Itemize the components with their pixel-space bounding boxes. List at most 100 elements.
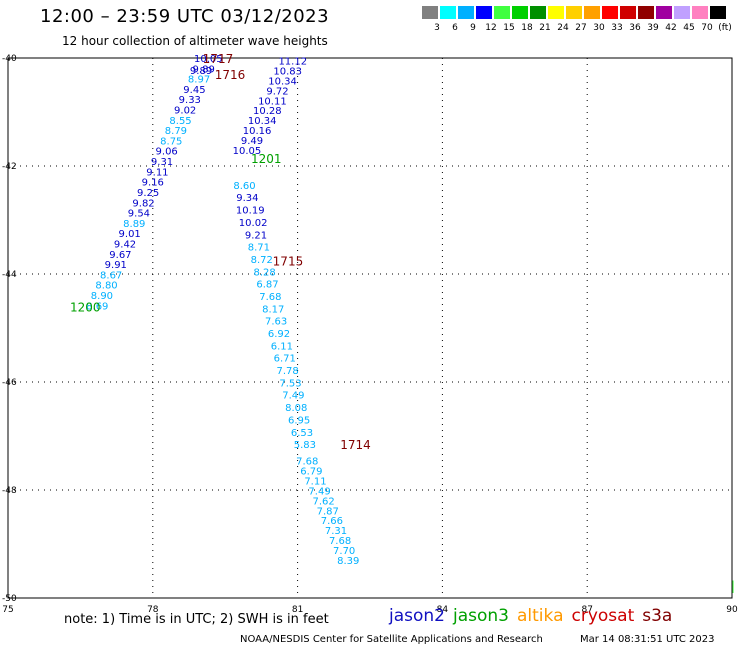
color-swatch <box>458 6 474 19</box>
wave-height-label: 7.87 <box>317 506 339 517</box>
footnote: note: 1) Time is in UTC; 2) SWH is in fe… <box>64 612 329 627</box>
wave-height-label: 10.19 <box>236 206 265 217</box>
x-tick-label: 84 <box>437 605 449 615</box>
color-swatch <box>674 6 690 19</box>
color-scale-label: 45 <box>683 23 695 33</box>
wave-height-label: 9.06 <box>156 147 178 158</box>
wave-height-label: 9.42 <box>114 239 136 250</box>
color-swatch <box>710 6 726 19</box>
x-tick-label: 75 <box>2 605 13 615</box>
color-swatch <box>530 6 546 19</box>
color-scale-label: 12 <box>485 23 497 33</box>
credit-line: NOAA/NESDIS Center for Satellite Applica… <box>240 634 543 645</box>
wave-height-label: 9.34 <box>236 193 258 204</box>
wave-height-label: 7.70 <box>333 546 355 557</box>
wave-height-label: 10.34 <box>268 77 297 88</box>
x-tick-label: 87 <box>581 605 592 615</box>
y-tick-label: -44 <box>2 270 17 280</box>
wave-height-label: 9.31 <box>151 157 173 168</box>
color-scale-label: 33 <box>611 23 623 33</box>
wave-height-label: 9.91 <box>105 260 127 271</box>
color-scale-label: 15 <box>503 23 515 33</box>
wave-height-label: 7.49 <box>308 486 330 497</box>
x-tick-label: 90 <box>726 605 738 615</box>
wave-height-label: 8.08 <box>285 403 307 414</box>
plot-frame <box>7 57 733 599</box>
color-scale-label: 30 <box>593 23 605 33</box>
track-time-label: 1200 <box>70 300 101 314</box>
wave-height-label: 7.68 <box>296 456 318 467</box>
wave-height-label: 7.11 <box>304 476 326 487</box>
chart-title: 12:00 – 23:59 UTC 03/12/2023 <box>40 6 330 27</box>
wave-height-label: 8.79 <box>165 126 187 137</box>
wave-height-label: 10.83 <box>273 67 302 78</box>
track-time-label: 1715 <box>273 255 304 269</box>
track-time-label: 1714 <box>340 438 371 452</box>
wave-height-label: 9.16 <box>142 178 164 189</box>
generated-timestamp: Mar 14 08:31:51 UTC 2023 <box>580 634 715 645</box>
y-tick-label: -42 <box>2 162 17 172</box>
wave-height-label: 6.79 <box>300 466 322 477</box>
wave-height-label: 10.02 <box>239 218 268 229</box>
wave-height-label: 9.54 <box>128 209 150 220</box>
wave-height-label: 7.31 <box>325 526 347 537</box>
color-scale-label: (ft) <box>718 23 732 33</box>
color-swatch <box>692 6 708 19</box>
wave-height-label: 8.67 <box>100 270 122 281</box>
wave-height-label: 8.28 <box>253 267 275 278</box>
track-time-label: 1201 <box>251 152 282 166</box>
wave-height-label: 8.80 <box>95 281 117 292</box>
wave-height-label: 7.66 <box>321 516 343 527</box>
wave-height-label: 8.72 <box>251 255 273 266</box>
wave-height-label: 9.01 <box>119 229 141 240</box>
wave-height-label: 9.89 <box>190 66 212 77</box>
color-swatch <box>584 6 600 19</box>
wave-height-label: 9.49 <box>241 136 263 147</box>
wave-height-label: 8.60 <box>233 181 255 192</box>
wave-height-label: 8.69 <box>86 301 108 312</box>
wave-height-label: 8.71 <box>248 243 270 254</box>
x-tick-label: 78 <box>147 605 159 615</box>
satellite-legend: jason2 jason3 altika cryosat s3a <box>389 606 680 626</box>
color-scale-label: 18 <box>521 23 533 33</box>
color-swatch <box>494 6 510 19</box>
legend-entry-cryosat: cryosat <box>571 606 635 626</box>
legend-entry-jason2: jason2 <box>389 606 445 626</box>
wave-height-label: 8.17 <box>262 304 284 315</box>
track-time-label: 1717 <box>203 52 234 66</box>
legend-entry-altika: altika <box>517 606 564 626</box>
track-time-label: 1716 <box>215 68 246 82</box>
wave-height-label: 8.55 <box>169 116 191 127</box>
y-tick-label: -50 <box>2 594 17 604</box>
wave-height-label: 8.97 <box>188 75 210 86</box>
wave-height-label: 6.92 <box>268 329 290 340</box>
wave-height-label: 11.12 <box>278 57 307 68</box>
wave-height-label: 7.49 <box>282 391 304 402</box>
color-swatch <box>476 6 492 19</box>
y-tick-label: -46 <box>2 378 17 388</box>
wave-height-label: 6.87 <box>256 280 278 291</box>
wave-height-label: 9.82 <box>132 198 154 209</box>
wave-height-label: 6.53 <box>291 428 313 439</box>
wave-height-label: 6.71 <box>274 354 296 365</box>
color-swatch <box>422 6 438 19</box>
wave-height-label: 10.34 <box>248 116 277 127</box>
wave-height-label: 7.68 <box>329 536 351 547</box>
color-scale-label: 24 <box>557 23 569 33</box>
color-scale-label: 70 <box>701 23 713 33</box>
wave-height-label: 6.95 <box>288 415 310 426</box>
color-scale-label: 9 <box>470 23 476 33</box>
color-scale-label: 36 <box>629 23 641 33</box>
color-scale-label: 3 <box>434 23 440 33</box>
color-swatch <box>602 6 618 19</box>
legend-entry-jason3: jason3 <box>453 606 509 626</box>
wave-height-label: 7.63 <box>265 317 287 328</box>
color-swatch <box>548 6 564 19</box>
wave-height-label: 7.68 <box>259 292 281 303</box>
color-scale-label: 21 <box>539 23 551 33</box>
wave-height-label: 6.11 <box>271 341 293 352</box>
wave-height-label: 9.45 <box>183 85 205 96</box>
wave-height-label: 9.89 <box>193 64 215 75</box>
wave-height-label: 9.25 <box>137 188 159 199</box>
